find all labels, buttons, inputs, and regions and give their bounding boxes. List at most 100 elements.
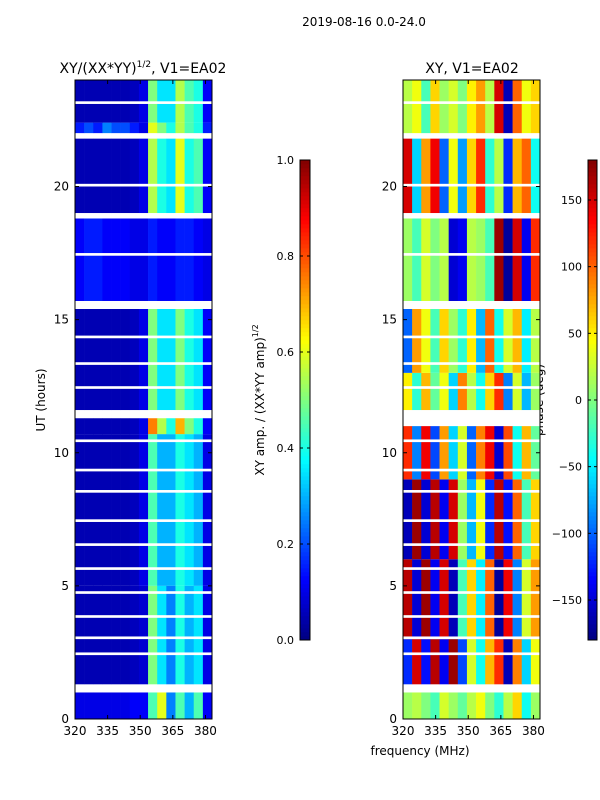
colorbar-segment bbox=[588, 180, 597, 185]
colorbar-segment bbox=[300, 448, 310, 453]
colorbar-segment bbox=[300, 388, 310, 393]
colorbar-segment bbox=[300, 244, 310, 249]
colorbar-segment bbox=[300, 224, 310, 229]
heatmap-cell bbox=[157, 218, 167, 301]
heatmap-cell bbox=[202, 308, 213, 411]
colorbar-segment bbox=[588, 300, 597, 305]
heatmap-cell bbox=[466, 80, 477, 134]
colorbar-segment bbox=[588, 496, 597, 501]
colorbar-segment bbox=[300, 412, 310, 417]
y-tick-label: 0 bbox=[389, 712, 397, 726]
colorbar-segment bbox=[588, 280, 597, 285]
heatmap-cell bbox=[129, 218, 140, 301]
heatmap-cell bbox=[448, 308, 459, 373]
heatmap-cell bbox=[175, 138, 185, 214]
heatmap-cell bbox=[530, 138, 541, 214]
colorbar-segment bbox=[588, 528, 597, 533]
colorbar-segment bbox=[300, 316, 310, 321]
colorbar-segment bbox=[300, 300, 310, 305]
colorbar-segment bbox=[588, 448, 597, 453]
heatmap-cell bbox=[503, 80, 513, 134]
colorbar-segment bbox=[588, 468, 597, 473]
colorbar-segment bbox=[300, 408, 310, 413]
heatmap-cell bbox=[138, 585, 149, 685]
colorbar-segment bbox=[300, 612, 310, 617]
colorbar-segment bbox=[588, 532, 597, 537]
colorbar-segment bbox=[588, 264, 597, 269]
colorbar-segment bbox=[588, 332, 597, 337]
colorbar-segment bbox=[300, 376, 310, 381]
heatmap-cell bbox=[111, 122, 121, 134]
heatmap-cell bbox=[521, 426, 532, 480]
colorbar-segment bbox=[588, 344, 597, 349]
colorbar-segment bbox=[300, 228, 310, 233]
heatmap-cell bbox=[503, 218, 513, 301]
heatmap-cell bbox=[75, 218, 85, 301]
heatmap-cell bbox=[166, 218, 176, 301]
heatmap-cell bbox=[412, 138, 422, 214]
heatmap-cell bbox=[530, 639, 541, 685]
colorbar-tick-label: −150 bbox=[552, 594, 582, 607]
heatmap-cell bbox=[148, 692, 158, 720]
colorbar-segment bbox=[300, 432, 310, 437]
heatmap-cell bbox=[102, 218, 112, 301]
colorbar-segment bbox=[588, 224, 597, 229]
heatmap-cell bbox=[521, 80, 532, 134]
panel1-title: XY/(XX*YY)1/2, V1=EA02 bbox=[60, 60, 227, 77]
flagged-band bbox=[75, 652, 212, 656]
heatmap-cell bbox=[503, 426, 513, 480]
colorbar-tick-label: 0.2 bbox=[277, 538, 295, 551]
colorbar-segment bbox=[300, 436, 310, 441]
colorbar-segment bbox=[300, 404, 310, 409]
heatmap-cell bbox=[439, 639, 449, 685]
colorbar-segment bbox=[588, 384, 597, 389]
colorbar-segment bbox=[300, 596, 310, 601]
colorbar-segment bbox=[300, 160, 310, 165]
colorbar-segment bbox=[588, 352, 597, 357]
heatmap-cell bbox=[193, 418, 204, 435]
colorbar-segment bbox=[588, 212, 597, 217]
heatmap-cell bbox=[120, 218, 131, 301]
colorbar-segment bbox=[588, 480, 597, 485]
flagged-band bbox=[75, 519, 212, 522]
heatmap-cell bbox=[430, 639, 440, 685]
colorbar-segment bbox=[300, 248, 310, 253]
heatmap-cell bbox=[430, 372, 440, 411]
heatmap-cell bbox=[412, 308, 422, 373]
heatmap-cell bbox=[512, 639, 523, 685]
colorbar-segment bbox=[300, 560, 310, 565]
heatmap-cell bbox=[530, 426, 541, 480]
flagged-band bbox=[403, 615, 540, 618]
heatmap-cell bbox=[403, 692, 413, 720]
flagged-band bbox=[403, 652, 540, 656]
flagged-band bbox=[403, 213, 540, 219]
heatmap-cell bbox=[403, 559, 413, 640]
colorbar-segment bbox=[300, 528, 310, 533]
panel2-frame bbox=[402, 79, 541, 720]
colorbar-segment bbox=[300, 252, 310, 257]
heatmap-cell bbox=[430, 308, 440, 373]
colorbar-tick-label: 0.8 bbox=[277, 250, 295, 263]
colorbar-segment bbox=[300, 220, 310, 225]
colorbar-segment bbox=[300, 460, 310, 465]
colorbar-segment bbox=[300, 272, 310, 277]
heatmap-cell bbox=[184, 692, 195, 720]
colorbar-segment bbox=[588, 320, 597, 325]
heatmap-cell bbox=[476, 639, 486, 685]
colorbar-segment bbox=[300, 568, 310, 573]
x-tick-label: 380 bbox=[194, 724, 217, 738]
heatmap-cell bbox=[448, 218, 459, 301]
flagged-band bbox=[75, 468, 212, 472]
colorbar-segment bbox=[588, 564, 597, 569]
heatmap-cell bbox=[530, 559, 541, 640]
colorbar-segment bbox=[588, 244, 597, 249]
colorbar-tick-label: 50 bbox=[568, 327, 582, 340]
colorbar-segment bbox=[588, 396, 597, 401]
heatmap-cell bbox=[175, 692, 185, 720]
heatmap-cell bbox=[466, 559, 477, 640]
colorbar-segment bbox=[588, 632, 597, 637]
colorbar-segment bbox=[588, 420, 597, 425]
flagged-band bbox=[403, 636, 540, 640]
heatmap-cell bbox=[138, 434, 149, 586]
colorbar-segment bbox=[300, 472, 310, 477]
